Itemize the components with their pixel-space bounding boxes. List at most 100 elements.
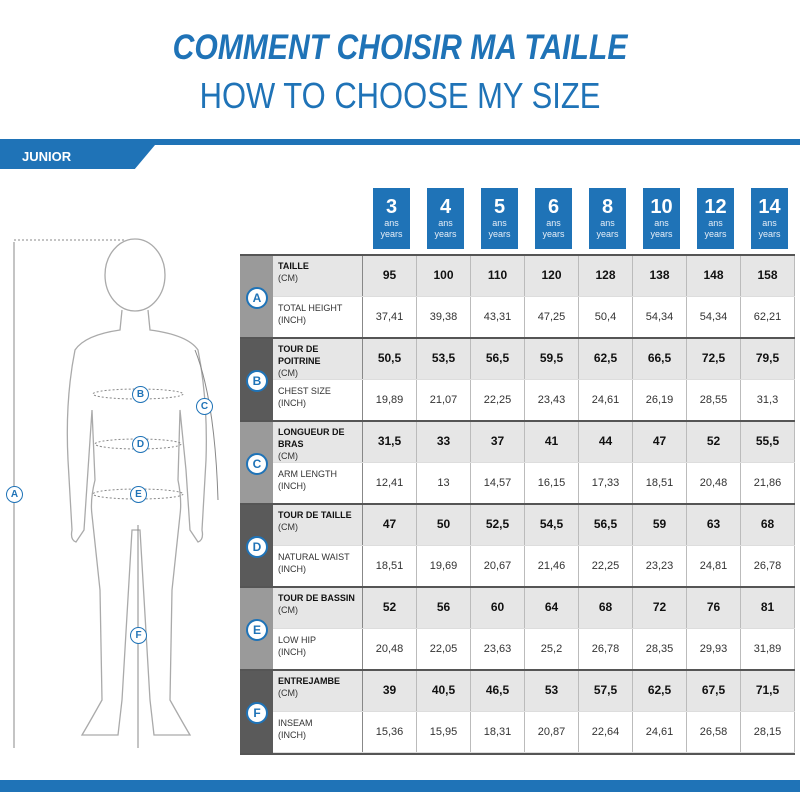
table-cell: 110: [471, 255, 525, 296]
table-cell: 13: [417, 462, 471, 503]
table-cell: 40,5: [417, 670, 471, 711]
age-unit-en: years: [650, 229, 673, 239]
row-label: TOUR DE BASSIN (CM): [273, 587, 363, 628]
age-number: 12: [704, 196, 727, 218]
table-cell: 120: [525, 255, 579, 296]
table-row: ARM LENGTH (INCH) 12,41 13 14,57 16,15 17,33 18…: [273, 462, 795, 504]
age-header-14: 14 ans years: [751, 188, 788, 249]
table-cell: 52,5: [471, 504, 525, 545]
table-cell: 20,48: [363, 628, 417, 669]
table-row: ENTREJAMBE (CM) 39 40,5 46,5 53 57,5 62,5 67,5 71…: [273, 670, 795, 712]
table-cell: 24,61: [633, 711, 687, 752]
table-cell: 72,5: [687, 338, 741, 379]
table-row: LONGUEUR DE BRAS (CM) 31,5 33 37 41 44 47 52 55,5: [273, 421, 795, 463]
measure-name: TAILLE: [278, 261, 309, 271]
age-number: 10: [650, 196, 673, 218]
measure-unit: (INCH): [278, 314, 306, 325]
age-number: 5: [493, 196, 506, 218]
age-unit-fr: ans: [762, 218, 777, 228]
marker-d: D: [132, 436, 149, 453]
marker-c: C: [196, 398, 213, 415]
table-cell: 100: [417, 255, 471, 296]
table-row: TOTAL HEIGHT (INCH) 37,41 39,38 43,31 47,25 50…: [273, 296, 795, 338]
table-cell: 47,25: [525, 296, 579, 337]
table-cell: 72: [633, 587, 687, 628]
age-number: 3: [385, 196, 398, 218]
table-cell: 50: [417, 504, 471, 545]
age-number: 14: [758, 196, 781, 218]
table-cell: 56,5: [471, 338, 525, 379]
row-label: LONGUEUR DE BRAS (CM): [273, 421, 363, 462]
group-letter-badge: B: [246, 370, 268, 392]
table-cell: 44: [579, 421, 633, 462]
table-cell: 79,5: [741, 338, 795, 379]
age-number: 8: [601, 196, 614, 218]
table-cell: 138: [633, 255, 687, 296]
table-row: CHEST SIZE (INCH) 19,89 21,07 22,25 23,43 24,6…: [273, 379, 795, 421]
group-letter-badge: D: [246, 536, 268, 558]
age-header-8: 8 ans years: [589, 188, 626, 249]
table-cell: 22,25: [471, 379, 525, 420]
measure-unit: (CM): [278, 688, 298, 698]
table-cell: 20,67: [471, 545, 525, 586]
row-label: NATURAL WAIST (INCH): [273, 545, 363, 586]
group-divider: [240, 337, 795, 339]
table-cell: 24,61: [579, 379, 633, 420]
table-cell: 37: [471, 421, 525, 462]
row-label: ENTREJAMBE (CM): [273, 670, 363, 711]
table-cell: 21,07: [417, 379, 471, 420]
table-cell: 56: [417, 587, 471, 628]
measure-unit: (INCH): [278, 480, 306, 491]
age-header-4: 4 ans years: [427, 188, 464, 249]
measure-unit: (INCH): [278, 646, 306, 657]
age-unit-en: years: [758, 229, 781, 239]
group-divider: [240, 669, 795, 671]
age-unit-fr: ans: [654, 218, 669, 228]
measure-unit: (CM): [278, 368, 298, 378]
table-cell: 128: [579, 255, 633, 296]
table-cell: 26,58: [687, 711, 741, 752]
table-cell: 71,5: [741, 670, 795, 711]
table-cell: 26,78: [579, 628, 633, 669]
measure-name: CHEST SIZE: [278, 385, 331, 396]
table-cell: 25,2: [525, 628, 579, 669]
table-cell: 28,55: [687, 379, 741, 420]
table-cell: 31,89: [741, 628, 795, 669]
table-cell: 19,69: [417, 545, 471, 586]
table-row: TOUR DE TAILLE (CM) 47 50 52,5 54,5 56,5 59 63 68: [273, 504, 795, 546]
table-cell: 26,19: [633, 379, 687, 420]
table-cell: 23,43: [525, 379, 579, 420]
table-cell: 37,41: [363, 296, 417, 337]
age-unit-fr: ans: [546, 218, 561, 228]
table-cell: 41: [525, 421, 579, 462]
child-figure: [13, 238, 219, 748]
measure-name: TOTAL HEIGHT: [278, 302, 343, 313]
table-cell: 52: [687, 421, 741, 462]
measure-unit: (CM): [278, 273, 298, 283]
table-cell: 95: [363, 255, 417, 296]
table-cell: 12,41: [363, 462, 417, 503]
group-a: A: [240, 255, 273, 338]
measure-unit: (CM): [278, 522, 298, 532]
row-label: LOW HIP (INCH): [273, 628, 363, 669]
table-cell: 22,05: [417, 628, 471, 669]
table-cell: 66,5: [633, 338, 687, 379]
group-divider: [240, 254, 795, 256]
age-unit-en: years: [596, 229, 619, 239]
measure-unit: (CM): [278, 451, 298, 461]
table-cell: 47: [363, 504, 417, 545]
table-cell: 148: [687, 255, 741, 296]
table-cell: 62,5: [633, 670, 687, 711]
age-unit-en: years: [488, 229, 511, 239]
table-cell: 33: [417, 421, 471, 462]
page-title: COMMENT CHOISIR MA TAILLE: [172, 28, 628, 67]
table-cell: 67,5: [687, 670, 741, 711]
table-cell: 158: [741, 255, 795, 296]
table-cell: 19,89: [363, 379, 417, 420]
row-label: TAILLE (CM): [273, 255, 363, 296]
row-label: CHEST SIZE (INCH): [273, 379, 363, 420]
table-cell: 15,36: [363, 711, 417, 752]
table-cell: 50,5: [363, 338, 417, 379]
row-label: TOUR DE TAILLE (CM): [273, 504, 363, 545]
table-row: TAILLE (CM) 95 100 110 120 128 138 148 158: [273, 255, 795, 297]
